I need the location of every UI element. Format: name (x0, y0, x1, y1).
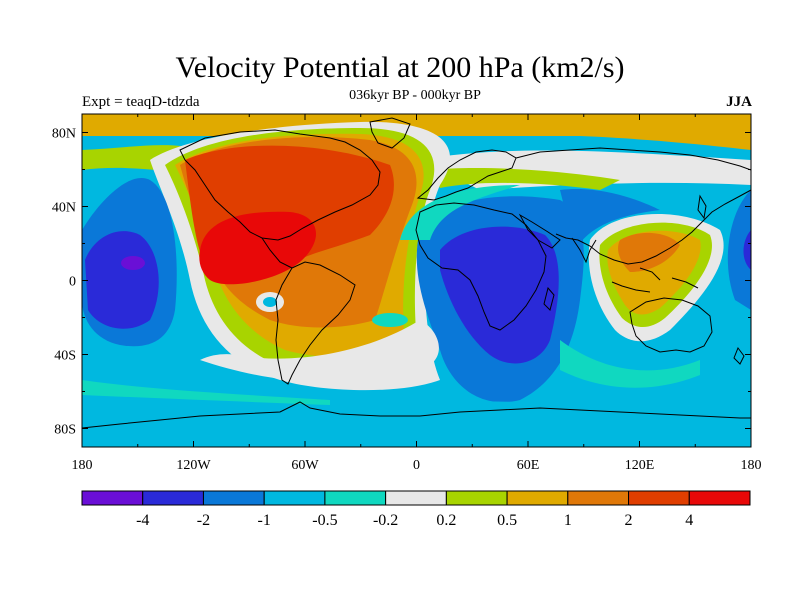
x-tick-label: 120E (625, 458, 655, 473)
season-label: JJA (726, 94, 752, 110)
pacific-blue-core (85, 231, 159, 329)
colorbar-label: -1 (258, 512, 271, 529)
colorbar-labels: -4 -2 -1 -0.5 -0.2 0.2 0.5 1 2 4 (136, 512, 693, 529)
x-tick-label: 0 (413, 458, 420, 473)
antarctica-coast (82, 401, 751, 429)
colorbar-label: 1 (564, 512, 572, 529)
x-tick-label: 180 (72, 458, 93, 473)
colorbar-swatch (81, 490, 144, 506)
colorbar-swatch (506, 490, 569, 506)
atlantic-teal (400, 185, 520, 240)
africa-coast (415, 202, 547, 331)
y-tick-label: 40S (54, 349, 76, 364)
map-title: Velocity Potential at 200 hPa (km2/s) (175, 51, 625, 84)
colorbar-swatch (263, 490, 326, 506)
contour-field (82, 114, 751, 447)
maritime-orange (618, 232, 680, 272)
south-atlantic-teal-blob (372, 313, 408, 327)
x-axis-labels: 180 120W 60W 0 60E 120E 180 (72, 458, 762, 473)
colorbar-swatch (324, 490, 387, 506)
europe-coast (416, 149, 517, 201)
y-tick-label: 40N (52, 201, 76, 216)
india-coast (571, 237, 597, 264)
colorbar-label: -0.2 (373, 512, 398, 529)
asia-coast (515, 147, 751, 265)
pacific-east-edge-core (743, 230, 751, 270)
japan-coast (697, 194, 707, 220)
south-america-coast (275, 261, 356, 385)
colorbar (81, 490, 751, 506)
coastlines (82, 117, 751, 429)
south-pacific-white-band (200, 320, 439, 382)
andes-cyan-blob (263, 297, 277, 307)
colorbar-label: -0.5 (312, 512, 337, 529)
colorbar-swatch (385, 490, 447, 506)
pacific-purple-core (121, 256, 145, 270)
asia-blue-patch (560, 189, 660, 250)
colorbar-swatch (567, 490, 630, 506)
south-indian-teal-band (560, 340, 700, 388)
x-tick-label: 120W (176, 458, 211, 473)
colorbar-label: 0.2 (436, 512, 456, 529)
colorbar-swatch (202, 490, 265, 506)
eurasia-green-band (430, 168, 620, 190)
y-tick-label: 0 (69, 275, 76, 290)
map-subtitle: 036kyr BP - 000kyr BP (349, 88, 481, 103)
south-teal-strip (82, 380, 330, 405)
new-zealand-coast (733, 346, 745, 365)
experiment-label: Expt = teaqD-tdzda (82, 94, 200, 110)
y-axis-labels: 80N 40N 0 40S 80S (52, 127, 76, 438)
greenland-coast (369, 117, 411, 149)
southern-ocean-cyan (82, 394, 751, 447)
y-tick-label: 80N (52, 127, 76, 142)
australia-coast (629, 297, 713, 353)
central-america-coast (261, 237, 293, 269)
arabia-coast (518, 213, 561, 249)
colorbar-label: -4 (136, 512, 149, 529)
x-tick-label: 60E (517, 458, 540, 473)
colorbar-swatch (628, 490, 690, 506)
colorbar-label: -2 (197, 512, 210, 529)
arctic-orange (82, 114, 751, 150)
africa-blue-core (440, 226, 559, 364)
axis-ticks (81, 114, 752, 447)
madagascar-coast (543, 286, 555, 311)
x-tick-label: 180 (741, 458, 762, 473)
north-america-coast (179, 129, 381, 241)
colorbar-swatch (142, 490, 204, 506)
colorbar-label: 2 (625, 512, 633, 529)
colorbar-swatch (688, 490, 751, 506)
indonesia-coast (611, 267, 699, 293)
americas-red-core (199, 211, 317, 285)
y-tick-label: 80S (54, 423, 76, 438)
colorbar-label: 0.5 (497, 512, 517, 529)
colorbar-swatch (445, 490, 508, 506)
colorbar-label: 4 (685, 512, 693, 529)
x-tick-label: 60W (291, 458, 319, 473)
